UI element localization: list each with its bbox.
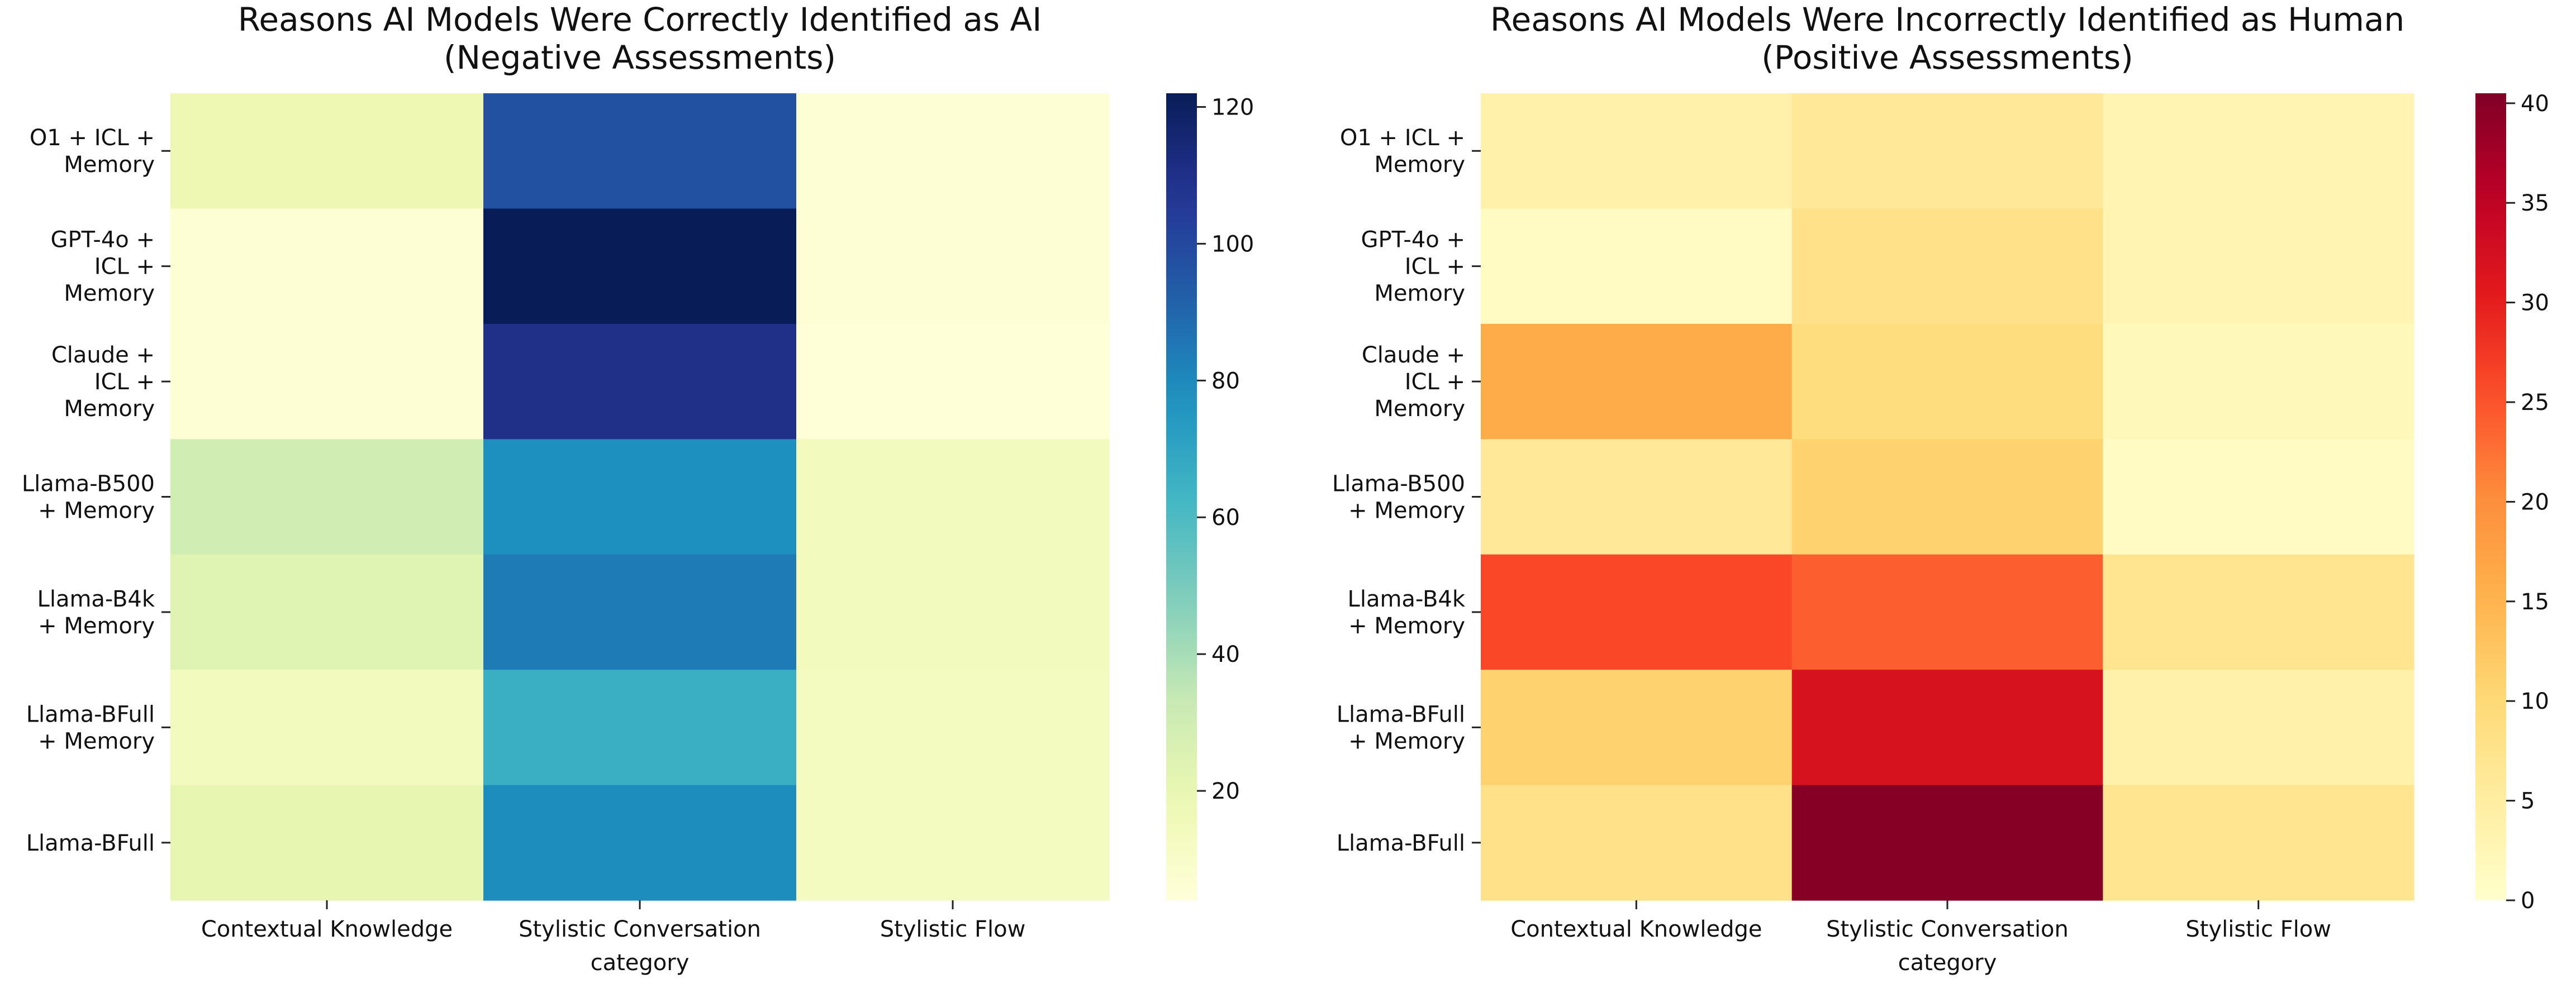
x-tick-label: Stylistic Flow xyxy=(880,917,1026,942)
colorbar-tick-label: 5 xyxy=(2521,789,2535,814)
heatmap-cell-r3-c3 xyxy=(796,323,1110,440)
colorbar-tick-label: 40 xyxy=(1211,642,1240,667)
heatmap-cell-r2-c2 xyxy=(1791,208,2103,324)
heatmap-cell-r3-c3 xyxy=(2103,323,2415,440)
heatmap-cell-r6-c1 xyxy=(1481,670,1793,786)
chart-title-line-1: Reasons AI Models Were Correctly Identif… xyxy=(238,1,1042,39)
heatmap-cell-r4-c2 xyxy=(483,439,797,555)
colorbar xyxy=(2475,93,2506,900)
heatmap-cell-r7-c3 xyxy=(796,785,1110,901)
x-tick-label: Stylistic Flow xyxy=(2185,917,2331,942)
heatmap-cell-r2-c3 xyxy=(796,208,1110,324)
y-tick-label: Claude + ICL + Memory xyxy=(1362,342,1465,422)
y-tick-label: O1 + ICL + Memory xyxy=(30,125,155,178)
heatmap-cell-r1-c2 xyxy=(1791,93,2103,209)
colorbar-tick-label: 120 xyxy=(1211,94,1254,120)
y-tick-label: Llama-BFull xyxy=(26,831,155,856)
y-tick-label: Llama-B500 + Memory xyxy=(1332,471,1465,524)
x-tick-label: Stylistic Conversation xyxy=(519,917,761,942)
heatmap-cell-r5-c1 xyxy=(170,554,484,670)
chart-title-line-2: (Positive Assessments) xyxy=(1761,39,2133,77)
heatmap-cell-r7-c1 xyxy=(1481,785,1793,901)
y-tick-label: Llama-BFull + Memory xyxy=(26,701,155,754)
heatmap-cell-r2-c2 xyxy=(483,208,797,324)
y-tick-label: Llama-B500 + Memory xyxy=(22,471,155,524)
heatmap-cell-r6-c2 xyxy=(483,670,797,786)
y-tick-label: Claude + ICL + Memory xyxy=(51,342,155,422)
heatmap-cell-r2-c3 xyxy=(2103,208,2415,324)
heatmap-cell-r7-c2 xyxy=(483,785,797,901)
heatmap-cell-r3-c1 xyxy=(1481,323,1793,440)
heatmap-cell-r5-c3 xyxy=(796,554,1110,670)
y-tick-label: GPT-4o + ICL + Memory xyxy=(51,227,155,307)
x-tick-label: Contextual Knowledge xyxy=(201,917,453,942)
heatmap-cell-r1-c2 xyxy=(483,93,797,209)
heatmap-cell-r5-c1 xyxy=(1481,554,1793,670)
heatmap-cell-r3-c2 xyxy=(483,323,797,440)
heatmap-cell-r1-c3 xyxy=(2103,93,2415,209)
colorbar-tick-label: 35 xyxy=(2521,190,2549,216)
colorbar-tick-label: 30 xyxy=(2521,290,2549,316)
colorbar xyxy=(1166,93,1197,900)
colorbar-tick-label: 40 xyxy=(2521,91,2549,117)
colorbar-tick-label: 10 xyxy=(2521,689,2549,714)
heatmap-cell-r6-c2 xyxy=(1791,670,2103,786)
colorbar-tick-label: 20 xyxy=(1211,779,1240,804)
colorbar-tick-label: 20 xyxy=(2521,489,2549,515)
heatmap-cell-r6-c3 xyxy=(2103,670,2415,786)
heatmap-panel-1: Reasons AI Models Were Correctly Identif… xyxy=(22,1,1254,976)
heatmap-cell-r4-c3 xyxy=(796,439,1110,555)
heatmap-cell-r4-c1 xyxy=(1481,439,1793,555)
heatmap-cell-r3-c2 xyxy=(1791,323,2103,440)
y-tick-label: Llama-B4k + Memory xyxy=(37,586,155,639)
heatmap-cell-r1-c3 xyxy=(796,93,1110,209)
heatmap-cell-r5-c2 xyxy=(483,554,797,670)
heatmap-cell-r5-c2 xyxy=(1791,554,2103,670)
x-tick-label: Stylistic Conversation xyxy=(1826,917,2069,942)
heatmap-cell-r7-c3 xyxy=(2103,785,2415,901)
colorbar-tick-label: 15 xyxy=(2521,589,2549,615)
x-tick-label: Contextual Knowledge xyxy=(1510,917,1762,942)
colorbar-tick-label: 80 xyxy=(1211,368,1240,394)
colorbar-tick-label: 60 xyxy=(1211,505,1240,531)
heatmap-cell-r7-c2 xyxy=(1791,785,2103,901)
heatmap-panel-2: Reasons AI Models Were Incorrectly Ident… xyxy=(1332,1,2549,976)
heatmap-cell-r6-c3 xyxy=(796,670,1110,786)
chart-title-line-1: Reasons AI Models Were Incorrectly Ident… xyxy=(1490,1,2404,39)
heatmap-cell-r7-c1 xyxy=(170,785,484,901)
x-axis-label: category xyxy=(591,950,690,976)
colorbar-tick-label: 0 xyxy=(2521,888,2535,914)
y-tick-label: O1 + ICL + Memory xyxy=(1340,125,1465,178)
heatmap-cell-r2-c1 xyxy=(170,208,484,324)
colorbar-tick-label: 100 xyxy=(1211,231,1254,257)
heatmap-cell-r6-c1 xyxy=(170,670,484,786)
y-tick-label: Llama-BFull xyxy=(1337,831,1465,856)
heatmap-cell-r4-c3 xyxy=(2103,439,2415,555)
heatmap-cell-r4-c1 xyxy=(170,439,484,555)
colorbar-tick-label: 25 xyxy=(2521,390,2549,416)
heatmap-cell-r4-c2 xyxy=(1791,439,2103,555)
heatmap-cell-r5-c3 xyxy=(2103,554,2415,670)
heatmap-cell-r2-c1 xyxy=(1481,208,1793,324)
y-tick-label: Llama-BFull + Memory xyxy=(1337,701,1465,754)
y-tick-label: GPT-4o + ICL + Memory xyxy=(1361,227,1465,307)
heatmap-cell-r3-c1 xyxy=(170,323,484,440)
chart-title-line-2: (Negative Assessments) xyxy=(444,39,836,77)
heatmap-cell-r1-c1 xyxy=(170,93,484,209)
heatmap-cell-r1-c1 xyxy=(1481,93,1793,209)
y-tick-label: Llama-B4k + Memory xyxy=(1348,586,1466,639)
x-axis-label: category xyxy=(1898,950,1997,976)
